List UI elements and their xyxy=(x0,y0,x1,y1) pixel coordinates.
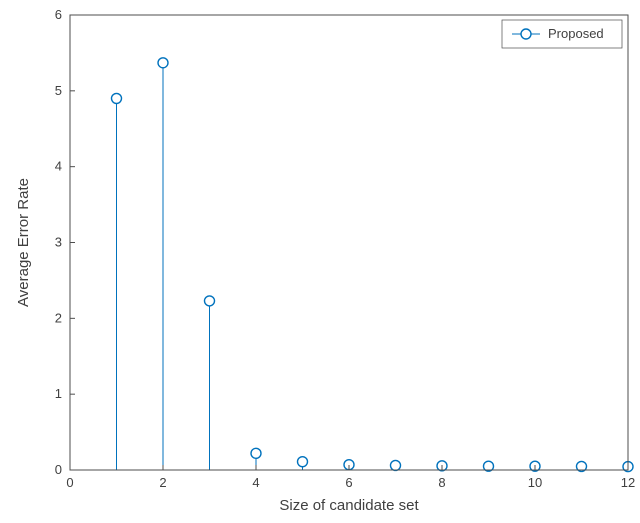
x-tick-label: 0 xyxy=(66,475,73,490)
x-tick-label: 8 xyxy=(438,475,445,490)
legend-sample-marker xyxy=(521,29,531,39)
y-tick-label: 6 xyxy=(55,7,62,22)
x-tick-label: 6 xyxy=(345,475,352,490)
y-tick-label: 2 xyxy=(55,310,62,325)
y-axis-label: Average Error Rate xyxy=(15,178,32,307)
x-tick-label: 12 xyxy=(621,475,635,490)
y-tick-label: 5 xyxy=(55,83,62,98)
x-tick-label: 2 xyxy=(159,475,166,490)
y-tick-label: 4 xyxy=(55,159,62,174)
stem-marker xyxy=(251,448,261,458)
x-tick-label: 4 xyxy=(252,475,259,490)
stem-marker xyxy=(205,296,215,306)
y-tick-label: 0 xyxy=(55,462,62,477)
stem-marker xyxy=(298,457,308,467)
stem-marker xyxy=(391,460,401,470)
y-tick-label: 1 xyxy=(55,386,62,401)
stem-marker xyxy=(112,93,122,103)
x-tick-label: 10 xyxy=(528,475,542,490)
stem-marker xyxy=(158,58,168,68)
stem-chart: 0246810120123456Size of candidate setAve… xyxy=(0,0,640,523)
legend-label: Proposed xyxy=(548,26,604,41)
x-axis-label: Size of candidate set xyxy=(279,497,419,514)
chart-svg: 0246810120123456Size of candidate setAve… xyxy=(0,0,640,523)
y-tick-label: 3 xyxy=(55,235,62,250)
